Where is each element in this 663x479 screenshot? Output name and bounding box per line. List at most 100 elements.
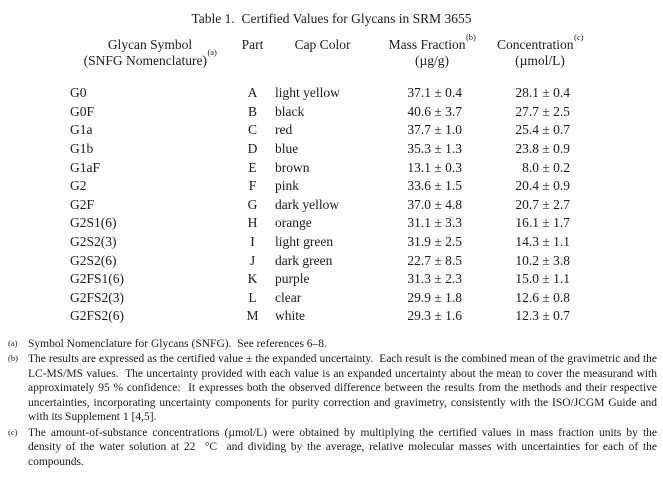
footnote-b-marker: (b) (8, 353, 18, 364)
cap-color-cell: dark green (275, 252, 333, 268)
mass-fraction-unit: (µg/g) (414, 52, 450, 68)
table-row: G1a C red 37.7 ± 1.0 25.4 ± 0.7 (70, 121, 586, 140)
part-cell: H (247, 215, 258, 231)
glycan-symbol-cell: G1aF (70, 159, 100, 175)
footnote-ref-a: (a) (207, 47, 217, 57)
part-cell: I (250, 234, 255, 250)
cap-color-cell: black (275, 103, 305, 119)
table-row: G2FS2(3) L clear 29.9 ± 1.8 12.6 ± 0.8 (70, 289, 586, 308)
part-cell: L (248, 289, 257, 305)
concentration-cell: 10.2 ± 3.8 (515, 252, 570, 268)
glycan-symbol-cell: G2FS1(6) (70, 271, 125, 287)
part-cell: F (248, 178, 257, 194)
mass-fraction-cell: 29.9 ± 1.8 (407, 289, 462, 305)
concentration-cell: 25.4 ± 0.7 (515, 122, 570, 138)
mass-fraction-cell: 35.3 ± 1.3 (407, 141, 462, 157)
footnotes-section: (a) Symbol Nomenclature for Glycans (SNFG… (8, 337, 657, 470)
concentration-cell: 15.0 ± 1.1 (515, 271, 570, 287)
cap-color-cell: light yellow (275, 85, 340, 101)
table-row: G2FS1(6) K purple 31.3 ± 2.3 15.0 ± 1.1 (70, 270, 586, 289)
mass-fraction-cell: 31.3 ± 2.3 (407, 271, 462, 287)
part-cell: M (246, 308, 259, 324)
cap-color-cell: clear (275, 289, 302, 305)
table-row: G1aF E brown 13.1 ± 0.3 8.0 ± 0.2 (70, 158, 586, 177)
concentration-cell: 14.3 ± 1.1 (515, 234, 570, 250)
concentration-cell: 12.3 ± 0.7 (515, 308, 570, 324)
col-header-cap-color: Cap Color (294, 37, 351, 52)
mass-fraction-cell: 31.9 ± 2.5 (407, 234, 462, 250)
part-cell: G (247, 196, 258, 212)
part-cell: B (247, 103, 257, 119)
concentration-cell: 20.4 ± 0.9 (515, 178, 570, 194)
table-row: G0F B black 40.6 ± 3.7 27.7 ± 2.5 (70, 103, 586, 122)
mass-fraction-cell: 13.1 ± 0.3 (407, 159, 462, 175)
table-row: G0 A light yellow 37.1 ± 0.4 28.1 ± 0.4 (70, 84, 586, 103)
cap-color-cell: red (275, 122, 293, 138)
footnote-a-marker: (a) (8, 338, 18, 348)
glycan-symbol-cell: G1b (70, 141, 94, 157)
footnote-c: (c) The amount-of-substance concentration… (8, 426, 657, 470)
part-cell: E (248, 159, 257, 175)
footnote-b-text: The results are expressed as the certifi… (28, 353, 657, 424)
glycan-symbol-cell: G2FS2(6) (70, 308, 125, 324)
glycan-symbol-cell: G2F (70, 196, 95, 212)
col-header-glycan-line1: Glycan Symbol (107, 37, 193, 52)
glycan-symbol-cell: G2FS2(3) (70, 289, 125, 305)
mass-fraction-cell: 31.1 ± 3.3 (407, 215, 462, 231)
col-header-glycan-line2: (SNFG Nomenclature) (83, 52, 207, 68)
cap-color-cell: purple (275, 271, 310, 287)
table-row: G2S2(6) J dark green 22.7 ± 8.5 10.2 ± 3… (70, 251, 586, 270)
mass-fraction-cell: 33.6 ± 1.5 (407, 178, 462, 194)
glycan-symbol-cell: G2S2(6) (70, 252, 117, 268)
header-spacer (70, 68, 586, 84)
cap-color-cell: brown (275, 159, 310, 175)
concentration-cell: 20.7 ± 2.7 (515, 196, 570, 212)
table-row: G2S1(6) H orange 31.1 ± 3.3 16.1 ± 1.7 (70, 214, 586, 233)
concentration-cell: 27.7 ± 2.5 (515, 103, 570, 119)
mass-fraction-cell: 37.7 ± 1.0 (407, 122, 462, 138)
table-row: G2F G dark yellow 37.0 ± 4.8 20.7 ± 2.7 (70, 196, 586, 215)
cap-color-cell: white (275, 308, 305, 324)
footnote-a: (a) Symbol Nomenclature for Glycans (SNFG… (8, 337, 657, 352)
col-header-concentration: Concentration(c) (µmol/L) (494, 32, 586, 68)
footnote-c-text: The amount-of-substance concentrations (… (28, 426, 657, 468)
concentration-cell: 23.8 ± 0.9 (515, 141, 570, 157)
footnote-c-marker: (c) (8, 426, 18, 437)
glycan-symbol-cell: G2 (70, 178, 87, 194)
footnote-b: (b) The results are expressed as the cert… (8, 352, 657, 425)
footnote-ref-b: (b) (465, 31, 476, 42)
glycan-symbol-cell: G2S2(3) (70, 234, 117, 250)
mass-fraction-cell: 37.0 ± 4.8 (407, 196, 462, 212)
concentration-cell: 12.6 ± 0.8 (515, 289, 570, 305)
concentration-cell: 8.0 ± 0.2 (522, 159, 570, 175)
mass-fraction-cell: 29.3 ± 1.6 (407, 308, 462, 324)
glycan-symbol-cell: G0 (70, 85, 87, 101)
glycan-table: Glycan Symbol (SNFG Nomenclature)(a) Par… (70, 32, 586, 326)
mass-fraction-cell: 22.7 ± 8.5 (407, 252, 462, 268)
mass-fraction-cell: 37.1 ± 0.4 (407, 85, 462, 101)
cap-color-cell: light green (275, 234, 334, 250)
footnote-ref-c: (c) (574, 31, 584, 42)
concentration-cell: 28.1 ± 0.4 (515, 85, 570, 101)
concentration-cell: 16.1 ± 1.7 (515, 215, 570, 231)
glycan-symbol-cell: G1a (70, 122, 93, 138)
concentration-unit: (µmol/L) (515, 52, 565, 68)
part-cell: C (247, 122, 257, 138)
table-row: G2FS2(6) M white 29.3 ± 1.6 12.3 ± 0.7 (70, 307, 586, 326)
part-cell: J (249, 252, 256, 268)
part-cell: D (247, 141, 258, 157)
table-row: G1b D blue 35.3 ± 1.3 23.8 ± 0.9 (70, 140, 586, 159)
table-title: Table 1. Certified Values for Glycans in… (191, 11, 472, 26)
col-header-mass-fraction: Mass Fraction(b) (µg/g) (370, 32, 494, 68)
col-header-part: Part (241, 37, 264, 52)
table-body: G0 A light yellow 37.1 ± 0.4 28.1 ± 0.4 … (70, 84, 586, 326)
table-row: G2 F pink 33.6 ± 1.5 20.4 ± 0.9 (70, 177, 586, 196)
cap-color-cell: blue (275, 141, 299, 157)
table-row: G2S2(3) I light green 31.9 ± 2.5 14.3 ± … (70, 233, 586, 252)
mass-fraction-cell: 40.6 ± 3.7 (407, 103, 462, 119)
part-cell: A (247, 85, 258, 101)
footnote-a-text: Symbol Nomenclature for Glycans (SNFG). … (28, 338, 327, 350)
cap-color-cell: orange (275, 215, 312, 231)
cap-color-cell: dark yellow (275, 196, 340, 212)
